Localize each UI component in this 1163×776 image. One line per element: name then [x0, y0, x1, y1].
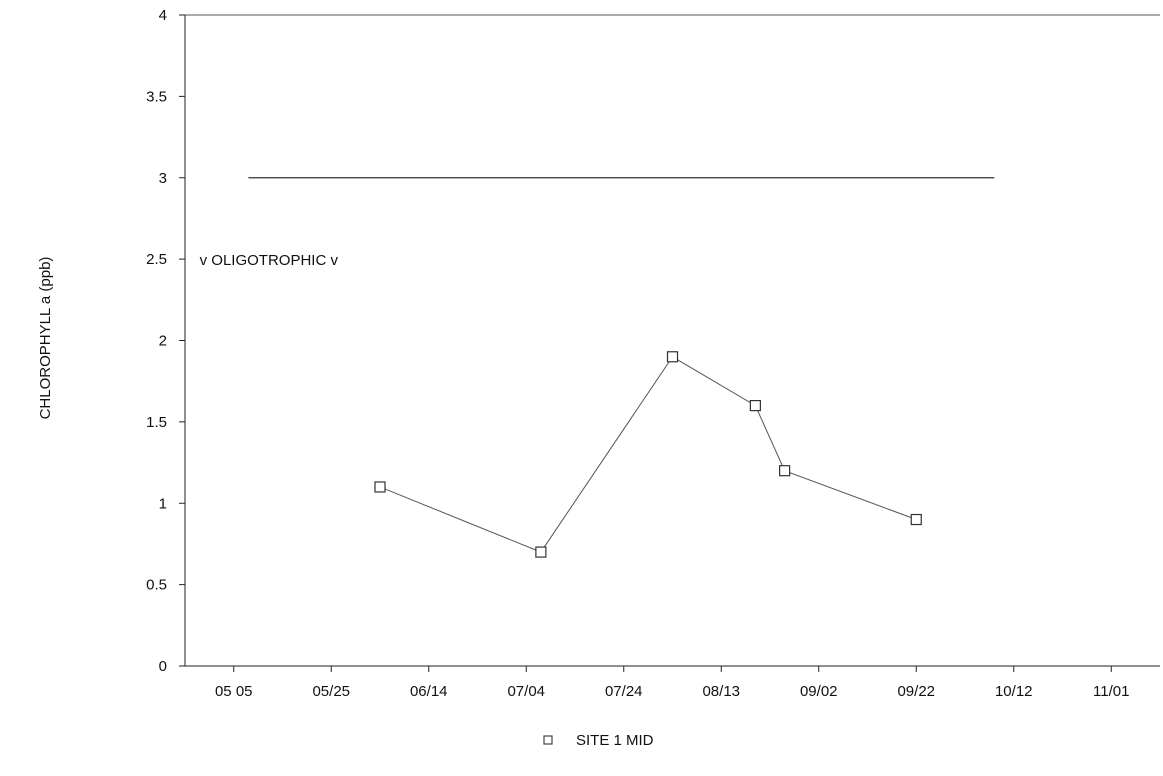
y-axis-ticks: 0 0.5 1 1.5 2 2.5 3 3.5 4: [146, 7, 185, 675]
y-tick-label: 3.5: [146, 88, 167, 105]
y-tick-label: 0: [159, 658, 167, 675]
y-tick-label: 1.5: [146, 414, 167, 431]
x-tick-label: 05 05: [215, 683, 253, 700]
x-tick-label: 09/22: [897, 683, 935, 700]
series-line: [379, 356, 917, 553]
data-point-marker: [535, 546, 547, 558]
data-point-marker: [374, 481, 386, 493]
legend-marker-site-1-mid: [543, 735, 553, 745]
annotation-oligotrophic: v OLIGOTROPHIC v: [200, 252, 339, 269]
y-tick-label: 3: [159, 170, 167, 187]
y-tick-label: 2.5: [146, 251, 167, 268]
y-axis-title: CHLOROPHYLL a (ppb): [37, 257, 54, 420]
y-tick-label: 1: [159, 495, 167, 512]
data-point-marker: [749, 400, 761, 412]
plot-axes: [184, 14, 1160, 667]
x-axis-ticks: 05 05 05/25 06/14 07/04 07/24 08/13 09/02 09/22…: [215, 666, 1129, 700]
legend: SITE 1 MID: [543, 732, 654, 749]
data-point-marker: [779, 465, 791, 477]
x-tick-label: 11/01: [1093, 683, 1129, 700]
annotation-layer: v OLIGOTROPHIC v: [200, 252, 339, 269]
x-tick-label: 06/14: [410, 683, 448, 700]
y-tick-label: 4: [159, 7, 167, 24]
series-layer: [374, 351, 922, 558]
x-tick-label: 09/02: [800, 683, 838, 700]
x-tick-label: 07/04: [507, 683, 545, 700]
x-tick-label: 08/13: [702, 683, 740, 700]
x-tick-label: 07/24: [605, 683, 643, 700]
x-tick-label: 10/12: [995, 683, 1033, 700]
y-tick-label: 2: [159, 333, 167, 350]
legend-label: SITE 1 MID: [576, 732, 654, 749]
x-tick-label: 05/25: [312, 683, 350, 700]
y-tick-label: 0.5: [146, 577, 167, 594]
data-point-marker: [910, 513, 922, 526]
data-point-marker: [666, 351, 679, 363]
